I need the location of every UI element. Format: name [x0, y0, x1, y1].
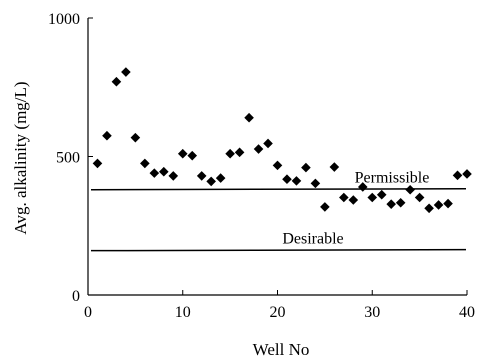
x-tick-label: 30	[364, 304, 380, 321]
data-point	[187, 150, 198, 161]
data-point	[291, 176, 302, 186]
y-tick-label: 1000	[48, 11, 80, 28]
data-point	[244, 112, 254, 123]
y-tick-label: 0	[72, 288, 80, 305]
data-point	[376, 189, 387, 200]
data-point	[92, 158, 103, 169]
data-point	[414, 192, 425, 203]
y-axis-title: Avg. alkalinity (mg/L)	[11, 81, 30, 234]
data-point	[367, 192, 378, 203]
data-point	[462, 169, 472, 179]
data-point	[196, 171, 207, 181]
desirable-line	[90, 248, 467, 252]
data-point	[301, 162, 311, 173]
data-point	[253, 144, 264, 154]
data-point	[272, 160, 283, 171]
data-point	[225, 148, 235, 159]
data-point	[149, 168, 160, 178]
data-point	[443, 198, 453, 209]
reference-lines: Permissible Desirable	[90, 170, 467, 252]
x-tick-label: 0	[84, 304, 92, 321]
data-point	[263, 138, 273, 149]
desirable-label: Desirable	[282, 231, 343, 248]
data-point	[215, 173, 226, 183]
x-axis-title: Well No	[253, 340, 310, 359]
permissible-label: Permissible	[355, 170, 430, 187]
data-point	[168, 171, 179, 181]
data-point	[130, 132, 141, 143]
data-point	[339, 192, 349, 203]
x-tick-label: 20	[270, 304, 286, 321]
axes: 0 10 20 30 40 0 500 1000	[48, 11, 475, 321]
data-point	[348, 195, 359, 205]
data-point	[121, 67, 131, 77]
data-point	[177, 148, 188, 159]
data-point	[140, 158, 150, 169]
data-point	[357, 182, 368, 192]
data-point	[234, 147, 245, 158]
x-tick-label: 10	[175, 304, 191, 321]
data-point	[405, 184, 415, 195]
data-points	[92, 67, 472, 214]
data-point	[111, 76, 122, 87]
data-point	[386, 199, 396, 209]
data-point	[329, 162, 340, 172]
data-point	[102, 130, 112, 141]
x-tick-label: 40	[459, 304, 475, 321]
data-point	[424, 203, 434, 214]
data-point	[395, 197, 406, 208]
data-point	[206, 176, 216, 187]
y-tick-label: 500	[56, 150, 80, 167]
data-point	[159, 166, 169, 177]
data-point	[310, 178, 321, 189]
data-point	[433, 200, 444, 210]
data-point	[452, 170, 463, 181]
data-point	[282, 174, 292, 185]
permissible-line	[90, 187, 467, 191]
data-point	[320, 202, 330, 212]
